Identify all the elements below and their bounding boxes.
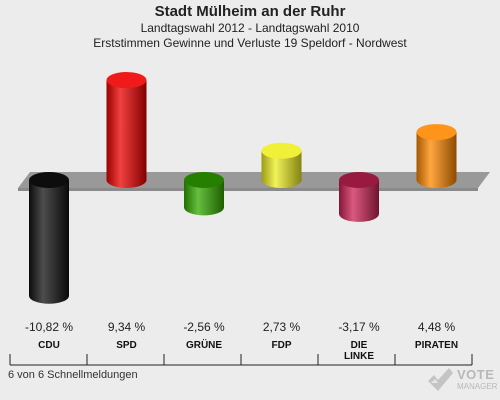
bar-cdu — [29, 180, 69, 304]
category-label-die-linke-line1: DIE — [351, 340, 368, 351]
value-label-die-linke: -3,17 % — [338, 320, 380, 334]
value-label-spd: 9,34 % — [108, 320, 146, 334]
bar-cap-cdu — [29, 172, 69, 188]
category-label-piraten: PIRATEN — [415, 340, 458, 351]
value-label-fdp: 2,73 % — [263, 320, 301, 334]
value-label-cdu: -10,82 % — [25, 320, 73, 334]
chart-subtitle-district: Erststimmen Gewinne und Verluste 19 Spel… — [93, 36, 407, 50]
logo-text: VOTE — [457, 367, 495, 382]
baseline-band-edge — [18, 188, 478, 191]
votemanager-check-icon — [428, 368, 453, 391]
bar-cap-piraten — [416, 124, 457, 141]
category-label-spd: SPD — [116, 340, 137, 351]
bar-cap-grüne — [184, 172, 224, 188]
category-label-grüne: GRÜNE — [186, 338, 222, 351]
category-label-fdp: FDP — [272, 340, 292, 351]
footer-note: 6 von 6 Schnellmeldungen — [8, 369, 138, 381]
votemanager-logo: VOTE MANAGER — [425, 365, 497, 397]
category-label-cdu: CDU — [38, 340, 60, 351]
value-label-piraten: 4,48 % — [418, 320, 456, 334]
bar-cap-die-linke — [339, 172, 379, 188]
bar-spd — [106, 80, 147, 188]
value-label-grüne: -2,56 % — [183, 320, 225, 334]
bar-grüne — [184, 180, 224, 216]
chart-title: Stadt Mülheim an der Ruhr — [154, 3, 346, 20]
bar-cap-fdp — [261, 142, 302, 159]
chart-header: Stadt Mülheim an der Ruhr Landtagswahl 2… — [0, 2, 500, 51]
chart-subtitle-election: Landtagswahl 2012 - Landtagswahl 2010 — [140, 21, 360, 35]
category-label-die-linke-line2: LINKE — [344, 351, 374, 362]
logo-subtext: MANAGER — [457, 382, 498, 391]
bar-fdp — [261, 150, 302, 188]
bar-piraten — [416, 132, 457, 188]
bar-die-linke — [339, 180, 379, 222]
bar-cap-spd — [106, 72, 147, 89]
